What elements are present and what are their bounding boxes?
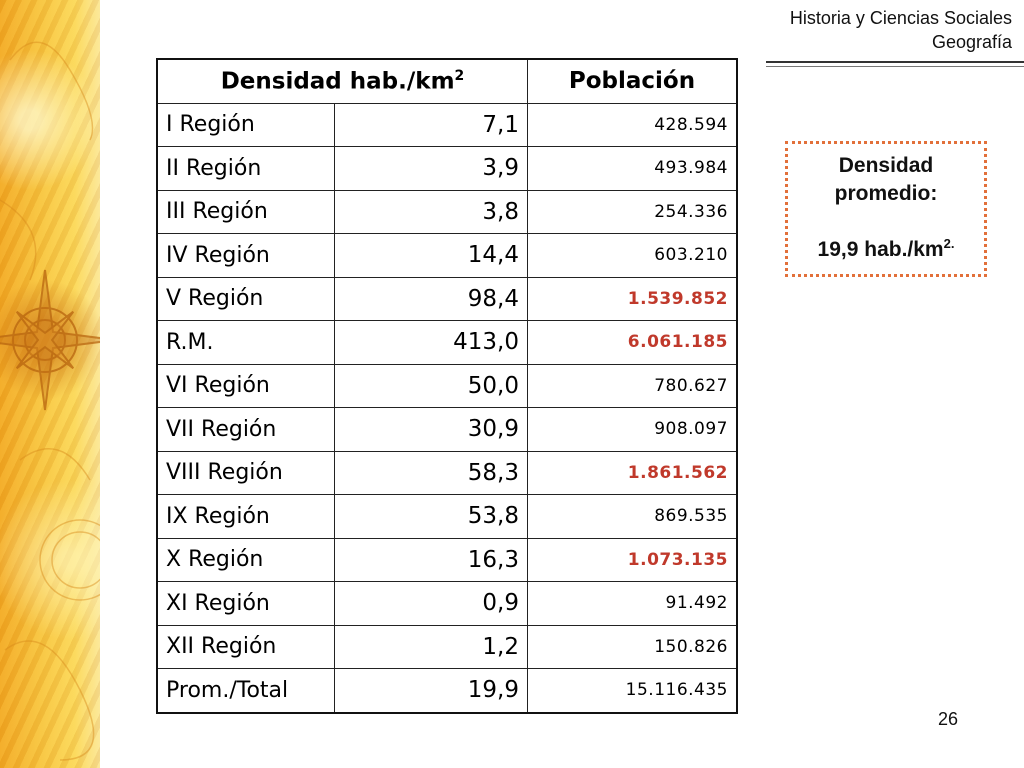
region-cell: VI Región (156, 363, 335, 408)
average-label-line1: Densidad (838, 154, 934, 177)
slide-header: Historia y Ciencias Sociales Geografía (790, 6, 1012, 54)
average-label-line2: promedio: (834, 182, 938, 205)
region-cell: XII Región (156, 624, 335, 669)
population-cell: 1.539.852 (527, 276, 738, 321)
population-cell: 1.073.135 (527, 537, 738, 582)
density-cell: 19,9 (334, 668, 528, 713)
region-cell: I Región (156, 102, 335, 147)
table-row: V Región 98,4 1.539.852 (156, 276, 738, 321)
density-cell: 98,4 (334, 276, 528, 321)
region-cell: IV Región (156, 233, 335, 278)
region-cell: VIII Región (156, 450, 335, 495)
population-cell: 780.627 (527, 363, 738, 408)
region-cell: V Región (156, 276, 335, 321)
table-row: VIII Región 58,3 1.861.562 (156, 450, 738, 495)
table-row: IX Región 53,8 869.535 (156, 494, 738, 539)
header-divider (766, 61, 1024, 63)
table-row: R.M. 413,0 6.061.185 (156, 320, 738, 365)
header-divider-thin (766, 66, 1024, 67)
region-cell: X Región (156, 537, 335, 582)
density-cell: 30,9 (334, 407, 528, 452)
table-header-row: Densidad hab./km2 Población (156, 58, 738, 104)
average-value: 19,9 hab./km2. (817, 236, 955, 261)
region-cell: VII Región (156, 407, 335, 452)
table-row: II Región 3,9 493.984 (156, 146, 738, 191)
density-cell: 16,3 (334, 537, 528, 582)
region-cell: III Región (156, 189, 335, 234)
density-cell: 14,4 (334, 233, 528, 278)
population-cell: 91.492 (527, 581, 738, 626)
page-number: 26 (938, 709, 959, 729)
density-header: Densidad hab./km2 (156, 58, 528, 104)
table-row: VI Región 50,0 780.627 (156, 363, 738, 408)
density-cell: 3,9 (334, 146, 528, 191)
compass-rose-icon (0, 41, 100, 761)
table-row: XI Región 0,9 91.492 (156, 581, 738, 626)
population-cell: 603.210 (527, 233, 738, 278)
table-row: Prom./Total 19,9 15.116.435 (156, 668, 738, 713)
population-cell: 869.535 (527, 494, 738, 539)
course-title: Historia y Ciencias Sociales (789, 8, 1012, 28)
density-cell: 1,2 (334, 624, 528, 669)
table-row: IV Región 14,4 603.210 (156, 233, 738, 278)
population-cell: 6.061.185 (527, 320, 738, 365)
population-cell: 1.861.562 (527, 450, 738, 495)
population-cell: 150.826 (527, 624, 738, 669)
region-cell: IX Región (156, 494, 335, 539)
density-cell: 7,1 (334, 102, 528, 147)
density-cell: 53,8 (334, 494, 528, 539)
region-cell: R.M. (156, 320, 335, 365)
table-row: X Región 16,3 1.073.135 (156, 537, 738, 582)
population-density-table: Densidad hab./km2 Población I Región 7,1 4… (156, 58, 738, 714)
density-cell: 58,3 (334, 450, 528, 495)
population-cell: 428.594 (527, 102, 738, 147)
density-cell: 413,0 (334, 320, 528, 365)
density-cell: 0,9 (334, 581, 528, 626)
subject-title: Geografía (931, 32, 1012, 52)
table-row: III Región 3,8 254.336 (156, 189, 738, 234)
table-row: XII Región 1,2 150.826 (156, 624, 738, 669)
decorative-sidebar (0, 0, 100, 768)
density-cell: 3,8 (334, 189, 528, 234)
population-cell: 254.336 (527, 189, 738, 234)
region-cell: Prom./Total (156, 668, 335, 713)
table-body: I Región 7,1 428.594 II Región 3,9 493.984 III… (156, 102, 738, 713)
population-cell: 908.097 (527, 407, 738, 452)
region-cell: XI Región (156, 581, 335, 626)
average-density-box: Densidad promedio: 19,9 hab./km2. (785, 141, 987, 277)
population-cell: 493.984 (527, 146, 738, 191)
table-row: VII Región 30,9 908.097 (156, 407, 738, 452)
table-row: I Región 7,1 428.594 (156, 102, 738, 147)
population-cell: 15.116.435 (527, 668, 738, 713)
region-cell: II Región (156, 146, 335, 191)
population-header: Población (527, 58, 738, 104)
density-cell: 50,0 (334, 363, 528, 408)
